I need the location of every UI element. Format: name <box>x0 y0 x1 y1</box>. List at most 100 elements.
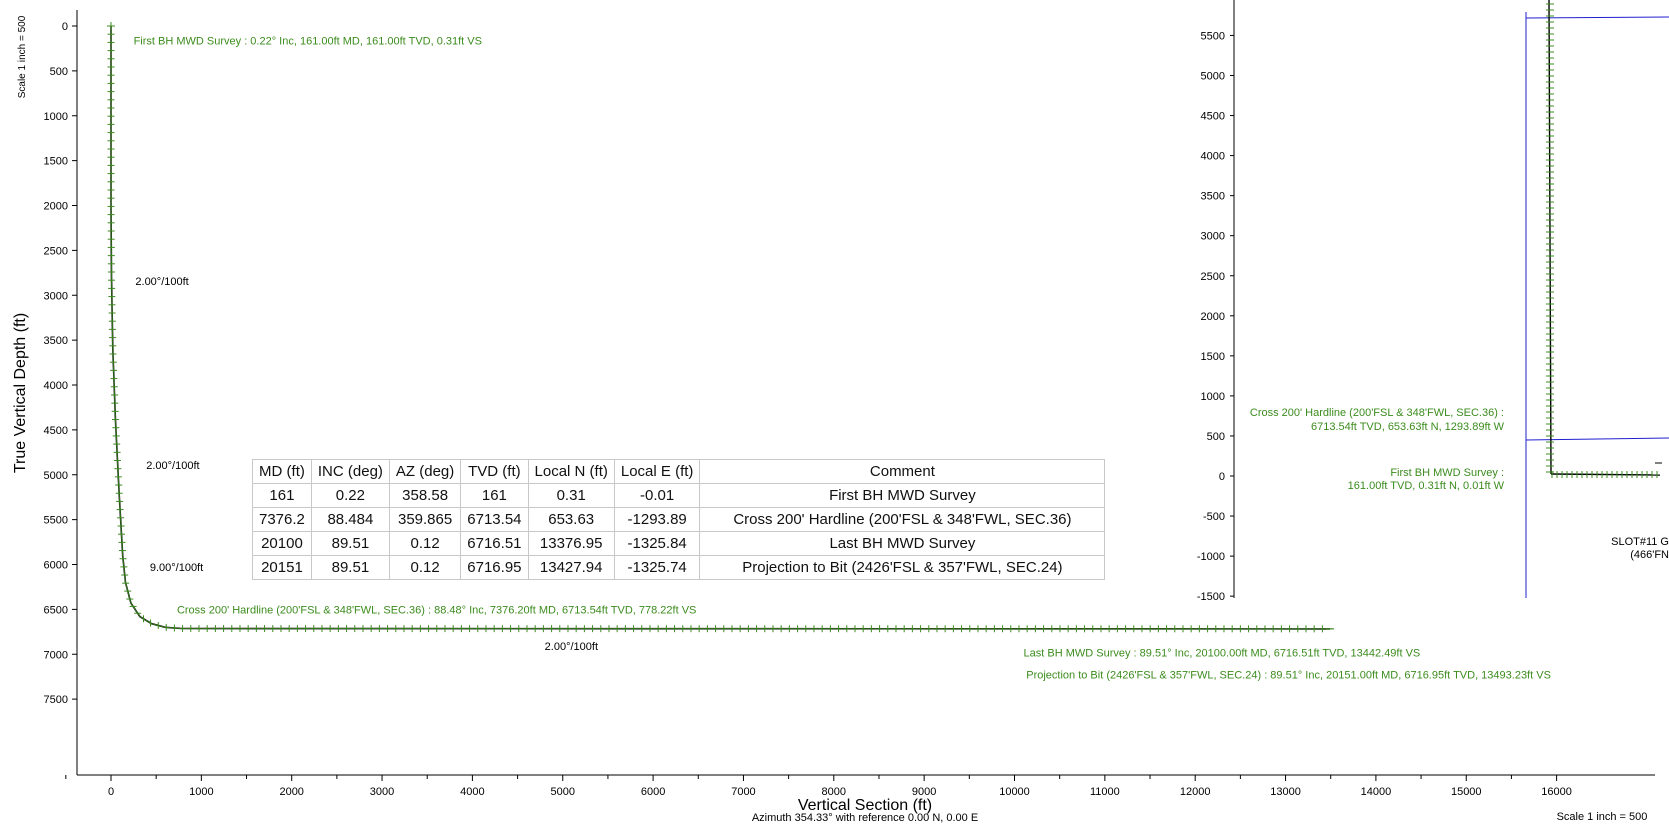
x-tick-label: 6000 <box>641 786 665 798</box>
plan-y-tick-label: 0 <box>1219 471 1225 483</box>
plan-section-lines <box>1525 12 1669 598</box>
y-tick-label: 4000 <box>44 380 68 392</box>
plan-y-tick-label: 2000 <box>1201 311 1225 323</box>
x-tick-label: 9000 <box>912 786 936 798</box>
well-path-plan-view <box>1546 0 1662 478</box>
table-cell: -1293.89 <box>613 507 701 532</box>
table-cell: Projection to Bit (2426'FSL & 357'FWL, S… <box>699 555 1106 580</box>
y-tick-label: 5500 <box>44 515 68 527</box>
well-path-overlay <box>110 26 1331 630</box>
table-cell: -1325.84 <box>613 531 701 556</box>
path-annotation: Projection to Bit (2426'FSL & 357'FWL, S… <box>1026 669 1551 681</box>
y-tick-label: 6000 <box>44 560 68 572</box>
x-tick-label: 1000 <box>189 786 213 798</box>
plan-y-tick-label: 3500 <box>1201 191 1225 203</box>
table-cell: -0.01 <box>613 483 701 508</box>
y-tick-label: 2000 <box>44 201 68 213</box>
plan-slot-label-2: (466'FN <box>1630 549 1669 561</box>
path-annotation: Cross 200' Hardline (200'FSL & 348'FWL, … <box>177 604 696 616</box>
table-cell: 161 <box>252 483 312 508</box>
plan-hardline-label-1: Cross 200' Hardline (200'FSL & 348'FWL, … <box>1250 407 1504 419</box>
table-cell: 89.51 <box>310 555 390 580</box>
plan-first-survey-label-2: 161.00ft TVD, 0.31ft N, 0.01ft W <box>1348 480 1505 492</box>
x-tick-label: 11000 <box>1090 786 1120 798</box>
y-ticks: 0 500 1000 1500 2000 2500 3000 3500 4000 4500 5000… <box>44 21 77 706</box>
plan-y-tick-label: 1500 <box>1201 351 1225 363</box>
table-cell: 88.484 <box>310 507 390 532</box>
x-ticks: 0 1000 2000 3000 4000 5000 6000 7000 8000 9000 100… <box>65 775 1572 798</box>
path-annotation: 2.00°/100ft <box>135 276 188 288</box>
table-cell: -1325.74 <box>613 555 701 580</box>
table-cell: 653.63 <box>527 507 615 532</box>
plan-y-tick-label: 3000 <box>1201 231 1225 243</box>
well-path-vertical-section <box>107 22 1335 633</box>
plan-hardline-bottom <box>1525 437 1669 441</box>
plan-hardline-label-2: 6713.54ft TVD, 653.63ft N, 1293.89ft W <box>1311 421 1505 433</box>
survey-table: MD (ft) INC (deg) AZ (deg) TVD (ft) Loca… <box>252 459 1106 580</box>
table-cell: 0.12 <box>388 531 462 556</box>
y-tick-label: 2500 <box>44 245 68 257</box>
plan-y-tick-label: -1500 <box>1197 591 1225 603</box>
table-row: 7376.2 88.484 359.865 6713.54 653.63 -12… <box>252 507 1106 532</box>
y-tick-label: 1500 <box>44 156 68 168</box>
plan-y-ticks: 5500500045004000350030002500200015001000… <box>1197 30 1234 603</box>
table-cell: 359.865 <box>388 507 462 532</box>
path-annotation: First BH MWD Survey : 0.22° Inc, 161.00f… <box>134 35 482 47</box>
table-row: 161 0.22 358.58 161 0.31 -0.01 First BH … <box>252 483 1106 508</box>
table-header-cell: INC (deg) <box>310 459 390 484</box>
plan-first-survey-label-1: First BH MWD Survey : <box>1390 467 1504 479</box>
table-header-cell: Local E (ft) <box>613 459 701 484</box>
plan-y-tick-label: 5500 <box>1201 30 1225 42</box>
table-cell: 13427.94 <box>527 555 615 580</box>
plan-y-tick-label: 1000 <box>1201 391 1225 403</box>
y-tick-label: 7000 <box>44 649 68 661</box>
azimuth-subtitle: Azimuth 354.33° with reference 0.00 N, 0… <box>752 812 978 824</box>
plan-slot-label-1: SLOT#11 G <box>1611 536 1669 548</box>
x-tick-label: 10000 <box>999 786 1030 798</box>
table-cell: 7376.2 <box>252 507 312 532</box>
table-header-row: MD (ft) INC (deg) AZ (deg) TVD (ft) Loca… <box>252 459 1106 484</box>
x-tick-label: 0 <box>108 786 114 798</box>
table-header-cell: TVD (ft) <box>460 459 529 484</box>
path-annotation: 9.00°/100ft <box>150 562 203 574</box>
x-tick-label: 14000 <box>1361 786 1392 798</box>
y-axis-title: True Vertical Depth (ft) <box>12 313 29 473</box>
y-tick-label: 6500 <box>44 604 68 616</box>
scale-left-label: Scale 1 inch = 500 <box>17 15 28 98</box>
x-tick-label: 15000 <box>1451 786 1482 798</box>
table-cell: 6716.95 <box>460 555 529 580</box>
vertical-section-axes <box>76 10 1655 776</box>
x-tick-label: 4000 <box>460 786 484 798</box>
table-cell: Last BH MWD Survey <box>699 531 1106 556</box>
x-tick-label: 7000 <box>731 786 755 798</box>
plan-y-tick-label: 2500 <box>1201 271 1225 283</box>
table-cell: 6716.51 <box>460 531 529 556</box>
table-cell: 89.51 <box>310 531 390 556</box>
y-tick-label: 7500 <box>44 694 68 706</box>
table-cell: 20151 <box>252 555 312 580</box>
path-annotation: Last BH MWD Survey : 89.51° Inc, 20100.0… <box>1024 647 1421 659</box>
y-tick-label: 3000 <box>44 290 68 302</box>
table-header-cell: Local N (ft) <box>527 459 615 484</box>
y-tick-label: 1000 <box>44 111 68 123</box>
table-cell: First BH MWD Survey <box>699 483 1106 508</box>
x-tick-label: 13000 <box>1270 786 1301 798</box>
x-tick-label: 16000 <box>1541 786 1572 798</box>
plan-y-tick-label: 4500 <box>1201 111 1225 123</box>
plan-annotation-hardline: Cross 200' Hardline (200'FSL & 348'FWL, … <box>1250 407 1505 433</box>
table-cell: 0.31 <box>527 483 615 508</box>
plan-y-tick-label: 4000 <box>1201 151 1225 163</box>
plan-y-tick-label: -1000 <box>1197 551 1225 563</box>
table-cell: 6713.54 <box>460 507 529 532</box>
y-tick-label: 500 <box>50 66 68 78</box>
plan-annotation-slot: SLOT#11 G (466'FN <box>1611 536 1669 561</box>
table-row: 20151 89.51 0.12 6716.95 13427.94 -1325.… <box>252 555 1106 580</box>
y-tick-label: 4500 <box>44 425 68 437</box>
plan-annotation-first-survey: First BH MWD Survey : 161.00ft TVD, 0.31… <box>1348 467 1505 492</box>
path-annotation: 2.00°/100ft <box>545 641 598 653</box>
table-header-cell: Comment <box>699 459 1106 484</box>
vertical-section-annotations: First BH MWD Survey : 0.22° Inc, 161.00f… <box>134 35 1551 681</box>
x-tick-label: 3000 <box>370 786 394 798</box>
y-tick-label: 5000 <box>44 470 68 482</box>
